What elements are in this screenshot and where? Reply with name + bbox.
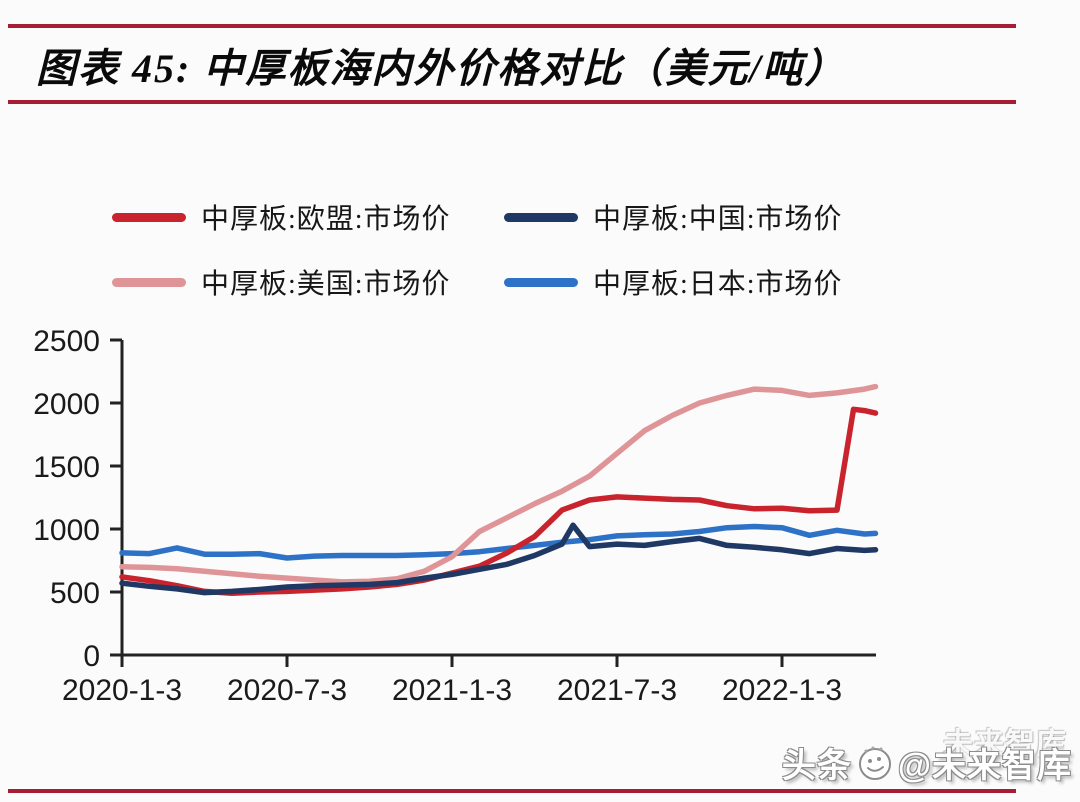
watermark-prefix: 头条 xyxy=(781,747,852,785)
legend-label-china: 中厚板:中国:市场价 xyxy=(593,204,843,235)
svg-text:2500: 2500 xyxy=(33,325,100,358)
legend-swatch-us xyxy=(112,277,186,287)
svg-text:1000: 1000 xyxy=(33,514,100,547)
watermark-ghost-text: 未来智库 xyxy=(943,728,1067,761)
legend-label-eu: 中厚板:欧盟:市场价 xyxy=(201,204,451,235)
line-chart-canvas: 0 500 1000 1500 2000 2500 2020-1-3 2020-7-3 2021… xyxy=(33,325,879,707)
price-comparison-chart: 0 500 1000 1500 2000 2500 2020-1-3 2020-7-3 2021… xyxy=(0,315,1080,715)
svg-text:500: 500 xyxy=(50,577,100,610)
footer-rule xyxy=(8,789,1016,793)
svg-text:2022-1-3: 2022-1-3 xyxy=(722,674,842,707)
svg-text:0: 0 xyxy=(83,640,100,673)
svg-text:1500: 1500 xyxy=(33,451,100,484)
watermark-handle: @未来智库 xyxy=(897,747,1072,785)
svg-text:2020-1-3: 2020-1-3 xyxy=(62,674,182,707)
figure-title: 图表 45: 中厚板海内外价格对比（美元/吨） xyxy=(36,46,847,91)
svg-text:2000: 2000 xyxy=(33,388,100,421)
title-rule-top xyxy=(8,24,1016,28)
chart-legend: 中厚板:欧盟:市场价 中厚板:中国:市场价 中厚板:美国:市场价 中厚板:日本:… xyxy=(112,197,896,302)
svg-text:2021-7-3: 2021-7-3 xyxy=(557,674,677,707)
legend-swatch-eu xyxy=(112,212,186,222)
legend-label-us: 中厚板:美国:市场价 xyxy=(201,269,451,300)
toutiao-logo-icon xyxy=(858,746,891,780)
legend-swatch-japan xyxy=(504,277,578,287)
title-rule-bottom xyxy=(8,100,1016,104)
legend-item-us: 中厚板:美国:市场价 xyxy=(112,262,504,302)
legend-label-japan: 中厚板:日本:市场价 xyxy=(593,269,843,300)
legend-item-china: 中厚板:中国:市场价 xyxy=(504,197,896,237)
legend-item-eu: 中厚板:欧盟:市场价 xyxy=(112,197,504,237)
legend-item-japan: 中厚板:日本:市场价 xyxy=(504,262,896,302)
legend-swatch-china xyxy=(504,212,578,222)
watermark: 头条 @未来智库 xyxy=(782,738,1072,787)
svg-text:2020-7-3: 2020-7-3 xyxy=(227,674,347,707)
svg-text:2021-1-3: 2021-1-3 xyxy=(392,674,512,707)
